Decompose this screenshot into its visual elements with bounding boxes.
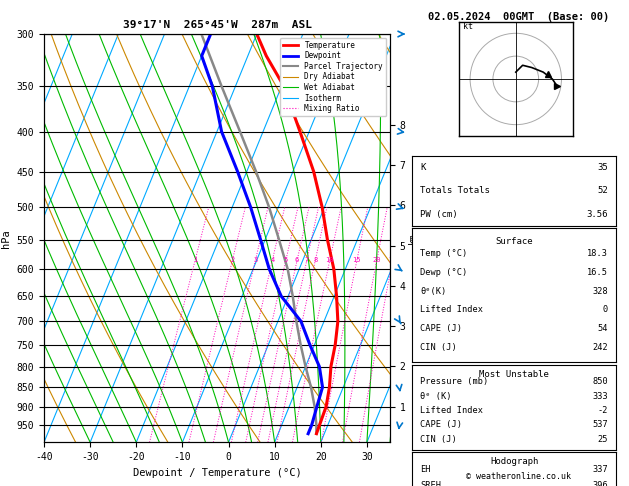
Text: 537: 537	[593, 420, 608, 429]
Text: 25: 25	[598, 434, 608, 444]
Text: PW (cm): PW (cm)	[420, 210, 458, 219]
Text: 3: 3	[253, 258, 257, 263]
Text: © weatheronline.co.uk: © weatheronline.co.uk	[467, 472, 571, 481]
Text: K: K	[420, 163, 426, 172]
Text: 16.5: 16.5	[587, 268, 608, 277]
Text: 20: 20	[372, 258, 381, 263]
Text: EH: EH	[420, 465, 431, 474]
Text: 3.56: 3.56	[587, 210, 608, 219]
Text: 1: 1	[193, 258, 198, 263]
Text: SREH: SREH	[420, 481, 441, 486]
Text: 337: 337	[593, 465, 608, 474]
Text: 15: 15	[353, 258, 361, 263]
Text: 8: 8	[313, 258, 318, 263]
Text: θᵉ(K): θᵉ(K)	[420, 287, 447, 296]
Text: CIN (J): CIN (J)	[420, 434, 457, 444]
Text: Pressure (mb): Pressure (mb)	[420, 377, 489, 386]
Text: Totals Totals: Totals Totals	[420, 186, 490, 195]
Text: Temp (°C): Temp (°C)	[420, 249, 467, 259]
Text: 02.05.2024  00GMT  (Base: 00): 02.05.2024 00GMT (Base: 00)	[428, 12, 610, 22]
Y-axis label: hPa: hPa	[1, 229, 11, 247]
Text: 52: 52	[598, 186, 608, 195]
Text: Dewp (°C): Dewp (°C)	[420, 268, 467, 277]
Text: LCL: LCL	[418, 420, 434, 429]
Text: 0: 0	[603, 305, 608, 314]
Text: CAPE (J): CAPE (J)	[420, 420, 462, 429]
Text: 333: 333	[593, 392, 608, 400]
Text: 54: 54	[598, 324, 608, 333]
Text: Lifted Index: Lifted Index	[420, 305, 483, 314]
Text: 242: 242	[593, 343, 608, 352]
Text: 2: 2	[230, 258, 235, 263]
X-axis label: Dewpoint / Temperature (°C): Dewpoint / Temperature (°C)	[133, 468, 301, 478]
Text: θᵉ (K): θᵉ (K)	[420, 392, 452, 400]
Text: 6: 6	[295, 258, 299, 263]
Text: Most Unstable: Most Unstable	[479, 370, 549, 379]
Text: CAPE (J): CAPE (J)	[420, 324, 462, 333]
Text: -2: -2	[598, 406, 608, 415]
Text: 35: 35	[598, 163, 608, 172]
Text: 10: 10	[325, 258, 334, 263]
Text: 18.3: 18.3	[587, 249, 608, 259]
Title: 39°17'N  265°45'W  287m  ASL: 39°17'N 265°45'W 287m ASL	[123, 20, 311, 31]
Text: 7: 7	[304, 258, 309, 263]
Text: kt: kt	[463, 22, 473, 31]
Text: 396: 396	[593, 481, 608, 486]
Text: 5: 5	[284, 258, 288, 263]
Text: 850: 850	[593, 377, 608, 386]
Text: 4: 4	[270, 258, 274, 263]
Text: Hodograph: Hodograph	[490, 457, 538, 466]
Text: 328: 328	[593, 287, 608, 296]
Text: CIN (J): CIN (J)	[420, 343, 457, 352]
Y-axis label: km
ASL: km ASL	[408, 229, 430, 247]
Text: Surface: Surface	[496, 237, 533, 246]
Legend: Temperature, Dewpoint, Parcel Trajectory, Dry Adiabat, Wet Adiabat, Isotherm, Mi: Temperature, Dewpoint, Parcel Trajectory…	[280, 38, 386, 116]
Text: 25: 25	[388, 258, 397, 263]
Text: Lifted Index: Lifted Index	[420, 406, 483, 415]
